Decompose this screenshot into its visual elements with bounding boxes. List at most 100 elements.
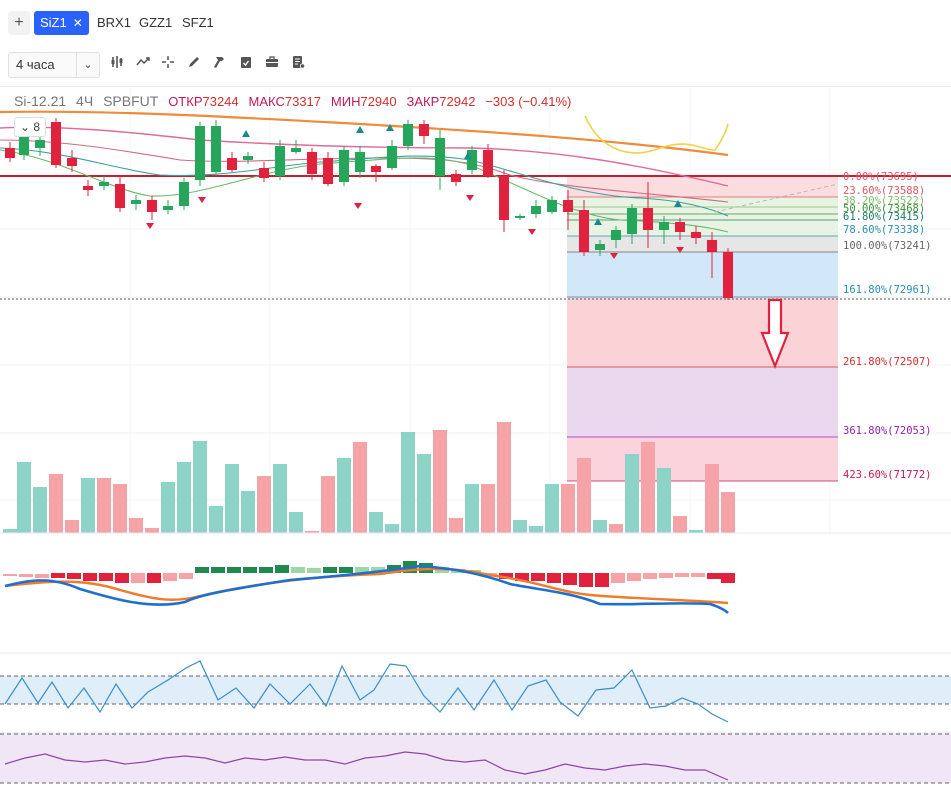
macd-histogram-bar <box>499 573 513 579</box>
candle-body <box>419 124 429 136</box>
notes-icon[interactable] <box>287 53 309 77</box>
volume-bar <box>449 518 463 533</box>
fib-zone-100-161 <box>567 252 838 297</box>
volume-bar <box>273 464 287 533</box>
macd-signal-line <box>4 567 729 605</box>
fib-label: 50.00%(73468) <box>843 203 925 215</box>
volume-bar <box>81 478 95 533</box>
tab-sizl[interactable]: SiZ1 ✕ <box>34 11 89 35</box>
ma-green <box>0 149 729 233</box>
oscillator-pane-1 <box>0 652 951 723</box>
low-label: МИН <box>330 94 361 109</box>
interval-select[interactable]: 4 часа ⌄ <box>8 52 100 78</box>
fibonacci-lines <box>567 175 838 482</box>
fib-zone-23-78 <box>567 197 838 236</box>
volume-bar <box>177 462 191 533</box>
add-tab-button[interactable]: + <box>8 11 30 35</box>
candlesticks <box>5 118 733 300</box>
briefcase-icon[interactable] <box>261 53 283 77</box>
ma-orange <box>0 110 729 157</box>
macd-histogram-bar <box>595 573 609 587</box>
close-label: ЗАКР <box>406 94 440 109</box>
sell-signal-icon <box>610 253 618 259</box>
macd-histogram-bar <box>323 567 337 573</box>
indicators-icon[interactable] <box>106 53 128 77</box>
volume-bar <box>497 422 511 533</box>
clipboard-icon[interactable] <box>235 53 257 77</box>
candle-body <box>355 152 365 172</box>
macd-histogram-bar <box>35 574 49 578</box>
candle-body <box>195 126 205 180</box>
candle-body <box>227 158 237 170</box>
macd-histogram-bar <box>627 573 641 581</box>
candle-body <box>387 146 397 168</box>
macd-histogram-bar <box>291 567 305 573</box>
chevron-down-icon[interactable]: ⌄ <box>76 53 99 77</box>
sell-signal-icon <box>466 195 474 201</box>
fib-label: 38.20%(73522) <box>843 195 925 207</box>
candle-body <box>147 200 157 212</box>
high-value: 73317 <box>284 94 322 109</box>
volume-bar <box>385 524 399 533</box>
candle-body <box>531 206 541 214</box>
volume-bar <box>545 484 559 533</box>
tab-label: SiZ1 <box>40 15 67 30</box>
candle-body <box>627 208 637 234</box>
macd-histogram-bar <box>339 567 353 573</box>
close-icon[interactable]: ✕ <box>72 16 83 30</box>
volume-bar <box>705 464 719 533</box>
macd-histogram-bar <box>515 573 529 581</box>
macd-histogram-bar <box>355 567 369 573</box>
chart-area[interactable]: 0.00%(73695) 23.60%(73588) 38.20%(73522) 50… <box>0 86 951 793</box>
volume-bar <box>241 491 255 533</box>
volume-bar <box>3 529 17 533</box>
tab-bar: + SiZ1 ✕ BRX1 GZZ1 SFZ1 <box>0 0 951 45</box>
fibonacci-zones <box>567 176 838 481</box>
volume-bar <box>433 430 447 533</box>
macd-histogram-bar <box>115 573 129 583</box>
sell-signal-icon <box>676 247 684 253</box>
volume-bar <box>625 454 639 533</box>
trend-projection-line <box>714 183 839 213</box>
macd-histogram-bar <box>131 573 145 583</box>
candle-body <box>35 140 45 148</box>
down-arrow-icon <box>760 298 790 370</box>
volume-bar <box>225 464 239 533</box>
volume-bar <box>97 478 111 533</box>
macd-histogram-bar <box>707 573 721 579</box>
macd-histogram-bar <box>195 567 209 573</box>
volume-bar <box>721 492 735 533</box>
ma-pink <box>0 126 729 187</box>
close-value: 72942 <box>439 94 476 109</box>
pencil-icon[interactable] <box>183 53 205 77</box>
volume-bar <box>401 432 415 533</box>
volume-bar <box>369 512 383 533</box>
price-chart[interactable]: 0.00%(73695) 23.60%(73588)38.20%(73522)50… <box>0 86 951 793</box>
fib-label: 61.80%(73415) <box>843 211 925 223</box>
crosshair-icon[interactable] <box>157 53 179 77</box>
macd-histogram-bar <box>211 567 225 573</box>
fib-zone-0-23 <box>567 176 838 197</box>
hammer-icon[interactable] <box>209 53 231 77</box>
tab-sfz1[interactable]: SFZ1 <box>182 15 214 30</box>
candle-body <box>483 150 493 176</box>
indicators-collapse-button[interactable]: ⌄ 8 <box>14 117 46 137</box>
candle-body <box>467 150 477 170</box>
candle-body <box>643 208 653 230</box>
fib-zone-78-100 <box>567 236 838 252</box>
sell-signal-icon <box>354 203 362 209</box>
chevron-down-icon: ⌄ <box>19 120 31 134</box>
tab-gzz1[interactable]: GZZ1 <box>139 15 173 30</box>
buy-signal-icon <box>594 218 602 225</box>
volume-bar <box>609 524 623 533</box>
macd-histogram-bar <box>721 573 735 583</box>
tab-brx1[interactable]: BRX1 <box>97 15 131 30</box>
volume-bar <box>65 520 79 533</box>
macd-histogram-bar <box>307 568 321 573</box>
symbol-name: Si-12.21 <box>14 93 67 109</box>
volume-bar <box>641 442 655 533</box>
compare-icon[interactable] <box>132 53 154 77</box>
candle-body <box>259 168 269 178</box>
candle-body <box>51 122 61 165</box>
candle-body <box>675 222 685 232</box>
